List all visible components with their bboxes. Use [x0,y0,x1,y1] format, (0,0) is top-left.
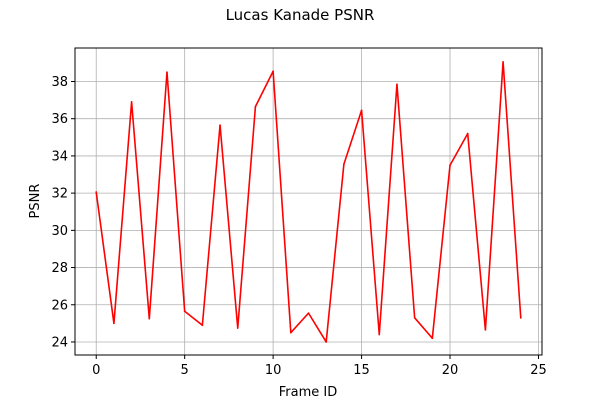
x-tick-label: 0 [92,363,100,378]
data-point [484,329,487,331]
y-tick-label: 36 [51,112,68,127]
data-point [343,163,345,166]
data-point [130,101,133,103]
x-axis-label: Frame ID [279,385,337,400]
y-tick-label: 24 [51,335,68,350]
data-point [95,191,98,193]
data-point [360,109,363,112]
data-point [396,83,398,86]
data-point [148,317,151,320]
data-point [378,333,381,336]
x-tick-label: 5 [181,363,189,378]
x-tick-label: 10 [265,363,282,378]
data-point [325,341,327,343]
y-tick-label: 30 [51,224,68,239]
data-point [272,70,274,73]
data-point [519,316,522,319]
data-point [290,331,292,334]
data-point [307,312,310,314]
y-axis-ticks: 24 26 28 30 32 34 36 38 [51,75,75,350]
data-point [449,164,451,167]
data-point [219,124,221,127]
series-layer [95,61,522,343]
chart-title: Lucas Kanade PSNR [226,6,375,24]
plot-frame [74,47,543,356]
y-tick-label: 26 [51,298,68,313]
x-tick-label: 25 [530,363,547,378]
data-point [201,324,204,327]
data-point [466,132,469,135]
data-point [254,105,257,108]
y-axis-label: PSNR [28,184,43,219]
data-point [113,322,115,325]
y-tick-label: 32 [51,187,68,202]
data-point [413,316,416,319]
x-axis-ticks: 0 5 10 15 20 25 [92,355,547,378]
y-tick-label: 38 [51,75,68,90]
data-point [166,71,168,73]
data-point [502,61,504,63]
y-tick-label: 28 [51,261,68,276]
data-point [431,337,434,340]
x-tick-label: 15 [353,363,370,378]
x-tick-label: 20 [442,363,459,378]
data-point [236,327,239,329]
y-tick-label: 34 [51,149,68,164]
grid [75,48,542,355]
data-point [183,310,186,313]
